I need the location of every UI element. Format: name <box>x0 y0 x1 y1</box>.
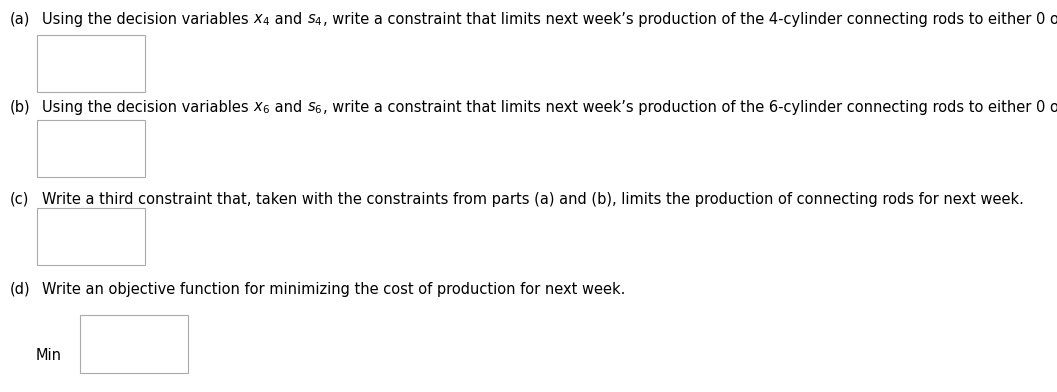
Text: Write an objective function for minimizing the cost of production for next week.: Write an objective function for minimizi… <box>42 282 626 297</box>
Text: $x_4$: $x_4$ <box>254 12 271 28</box>
Text: , write a constraint that limits next week’s production of the 4-cylinder connec: , write a constraint that limits next we… <box>322 12 1057 27</box>
Text: , write a constraint that limits next week’s production of the 6-cylinder connec: , write a constraint that limits next we… <box>322 100 1057 115</box>
Text: Write a third constraint that, taken with the constraints from parts (a) and (b): Write a third constraint that, taken wit… <box>42 192 1024 207</box>
Text: $s_4$: $s_4$ <box>308 12 322 28</box>
Text: Min: Min <box>36 348 62 363</box>
Text: (b): (b) <box>10 100 31 115</box>
Text: Using the decision variables: Using the decision variables <box>42 100 254 115</box>
Text: (a): (a) <box>10 12 31 27</box>
Text: $s_6$: $s_6$ <box>307 100 322 116</box>
Text: (c): (c) <box>10 192 30 207</box>
Text: $x_6$: $x_6$ <box>254 100 271 116</box>
Text: Using the decision variables: Using the decision variables <box>42 12 254 27</box>
Text: and: and <box>271 100 307 115</box>
Text: (d): (d) <box>10 282 31 297</box>
Text: and: and <box>271 12 308 27</box>
